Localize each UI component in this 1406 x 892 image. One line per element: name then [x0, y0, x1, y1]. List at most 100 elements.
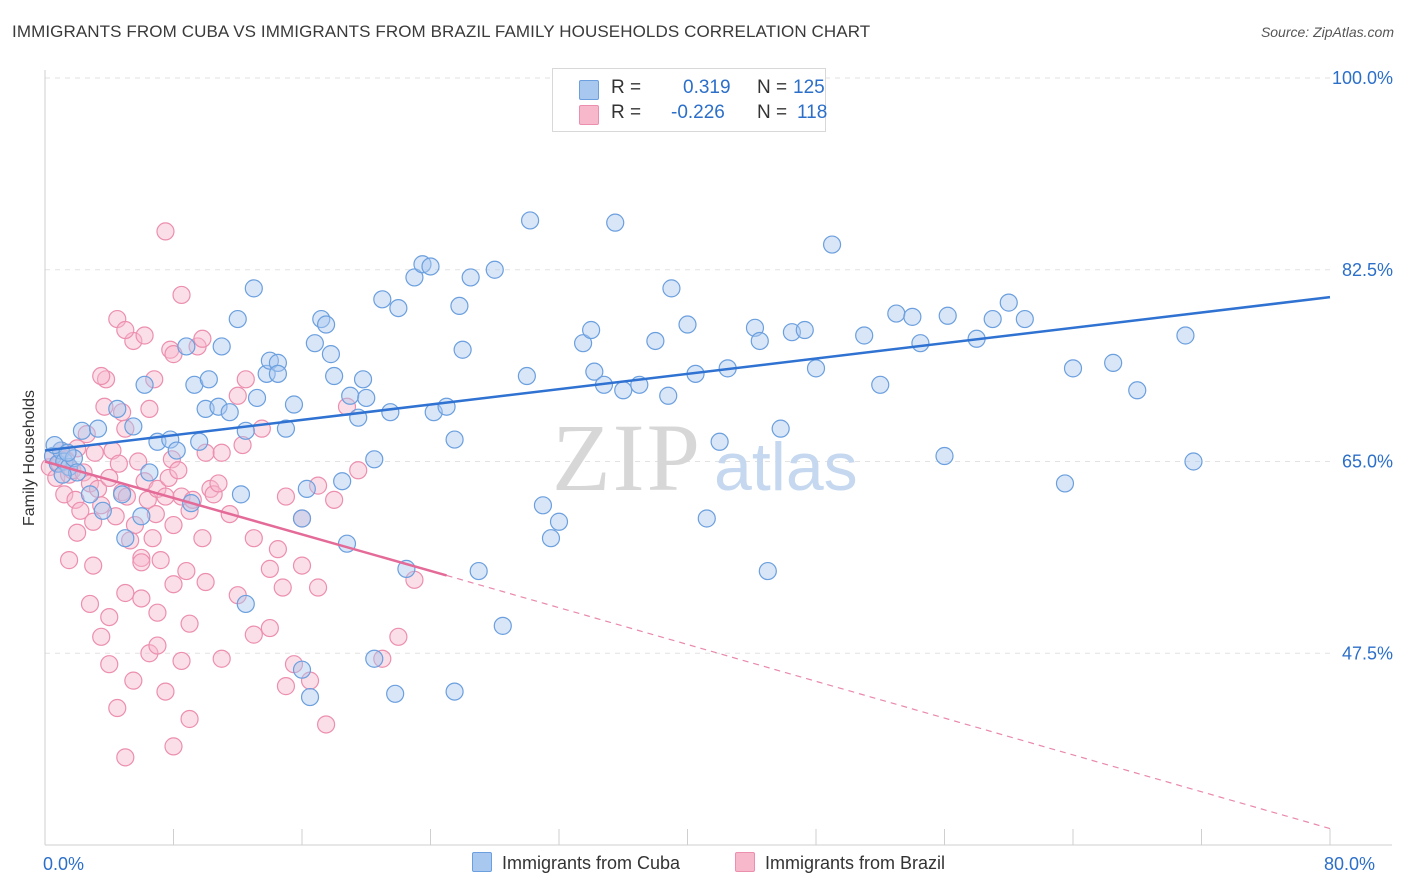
cuba-point	[312, 309, 331, 329]
brazil-point	[59, 551, 79, 570]
cuba-point	[750, 331, 769, 351]
watermark-atlas: atlas	[714, 429, 858, 505]
brazil-trend-line	[44, 460, 447, 577]
cuba-point	[517, 366, 536, 386]
legend-r-label: R =	[611, 102, 642, 123]
brazil-point	[77, 425, 96, 444]
bottom-legend-swatch-cuba	[472, 852, 492, 872]
x-tick-label-min: 0.0%	[43, 854, 85, 874]
brazil-point	[236, 370, 255, 389]
brazil-point	[68, 523, 87, 542]
cuba-point	[212, 337, 231, 356]
brazil-point	[55, 485, 74, 504]
cuba-point	[697, 509, 716, 528]
cuba-point	[445, 682, 464, 701]
cuba-point	[300, 687, 320, 707]
brazil-point	[159, 468, 178, 488]
bottom-legend-label-cuba: Immigrants from Cuba	[502, 853, 681, 873]
brazil-point	[273, 578, 292, 597]
cuba-point	[321, 345, 341, 364]
watermark-zip: ZIP	[552, 404, 702, 511]
cuba-point	[999, 293, 1018, 312]
cuba-point	[582, 320, 601, 340]
cuba-point	[822, 235, 842, 254]
cuba-point	[177, 337, 196, 356]
bottom-legend-brazil[interactable]: Immigrants from Brazil	[735, 852, 945, 874]
cuba-point	[493, 616, 512, 635]
bottom-legend-cuba[interactable]: Immigrants from Cuba	[472, 852, 680, 874]
cuba-point	[167, 441, 186, 460]
cuba-point	[231, 485, 251, 504]
cuba-point	[140, 463, 159, 482]
cuba-point	[541, 529, 561, 548]
cuba-point	[247, 388, 267, 408]
y-tick-label: 65.0%	[1342, 452, 1393, 472]
y-tick-label: 82.5%	[1342, 260, 1393, 280]
cuba-point	[806, 359, 826, 378]
chart-title: IMMIGRANTS FROM CUBA VS IMMIGRANTS FROM …	[12, 22, 871, 41]
y-tick-label: 100.0%	[1332, 68, 1393, 88]
bottom-legend-label-brazil: Immigrants from Brazil	[765, 853, 946, 873]
cuba-point	[1015, 309, 1034, 329]
watermark: ZIP atlas	[552, 404, 858, 511]
brazil-trend-extension	[446, 574, 1331, 830]
cuba-point	[678, 315, 697, 334]
brazil-point	[244, 625, 263, 644]
brazil-point	[100, 607, 119, 627]
cuba-point	[108, 399, 127, 419]
brazil-point	[132, 553, 151, 572]
trend-lines	[44, 295, 1331, 830]
legend-swatch-cuba	[579, 80, 599, 100]
cuba-point	[353, 370, 373, 389]
cuba-point	[421, 257, 440, 276]
brazil-point	[148, 603, 167, 622]
brazil-point	[156, 682, 175, 701]
cuba-point	[228, 309, 247, 329]
cuba-point	[1104, 353, 1123, 372]
brazil-point	[112, 403, 132, 422]
cuba-point	[1176, 326, 1195, 345]
legend-swatch-brazil	[579, 105, 599, 125]
cuba-point	[983, 309, 1002, 329]
brazil-point	[164, 515, 183, 535]
brazil-point	[148, 636, 167, 655]
brazil-point	[164, 575, 183, 594]
cuba-point	[533, 496, 553, 515]
brazil-point	[92, 366, 111, 386]
cuba-point	[646, 331, 665, 351]
cuba-point	[585, 362, 604, 381]
y-tick-labels: 47.5% 65.0% 82.5% 100.0%	[1332, 68, 1393, 663]
brazil-point	[132, 548, 151, 568]
legend-n-label: N =	[757, 77, 788, 98]
cuba-point	[855, 326, 874, 345]
brazil-point	[135, 326, 154, 345]
cuba-point	[911, 334, 930, 353]
cuba-point	[88, 419, 108, 438]
cuba-trend-line	[44, 295, 1331, 452]
brazil-point	[252, 419, 271, 438]
cuba-point	[135, 375, 154, 394]
brazil-point	[100, 655, 119, 674]
brazil-point	[180, 709, 199, 729]
cuba-point	[445, 430, 464, 449]
brazil-point	[260, 618, 279, 638]
cuba-point	[758, 561, 777, 581]
cuba-point	[292, 509, 312, 528]
cuba-point	[325, 366, 344, 386]
cuba-point	[284, 395, 304, 414]
cuba-point	[573, 334, 593, 353]
brazil-point	[140, 399, 159, 419]
brazil-point	[162, 450, 181, 469]
brazil-point	[193, 529, 212, 548]
cuba-point	[373, 290, 392, 309]
cuba-point	[871, 375, 890, 394]
brazil-point	[146, 504, 165, 524]
brazil-point	[124, 671, 143, 690]
legend-n-value-brazil: 118	[797, 102, 828, 123]
cuba-point	[112, 485, 132, 504]
y-tick-label: 47.5%	[1342, 643, 1393, 663]
cuba-point	[365, 649, 384, 668]
bottom-legend-swatch-brazil	[735, 852, 755, 872]
brazil-point	[316, 715, 336, 734]
cuba-point	[938, 306, 957, 325]
